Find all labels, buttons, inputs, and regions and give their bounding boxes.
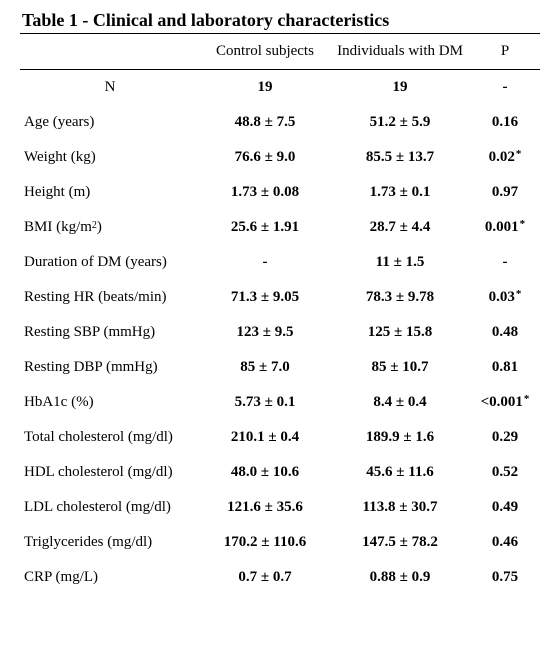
value-dm: 85.5 ± 13.7 xyxy=(330,140,470,175)
table-row: Total cholesterol (mg/dl)210.1 ± 0.4189.… xyxy=(20,420,540,455)
row-label: Duration of DM (years) xyxy=(20,245,200,280)
value-p: <0.001* xyxy=(470,385,540,420)
row-label: Age (years) xyxy=(20,105,200,140)
row-label: LDL cholesterol (mg/dl) xyxy=(20,490,200,525)
value-control: 121.6 ± 35.6 xyxy=(200,490,330,525)
value-control: 210.1 ± 0.4 xyxy=(200,420,330,455)
header-p: P xyxy=(470,34,540,70)
significance-marker: * xyxy=(520,218,526,230)
value-p: 0.49 xyxy=(470,490,540,525)
value-control: 71.3 ± 9.05 xyxy=(200,280,330,315)
value-p: 0.03* xyxy=(470,280,540,315)
value-p: 0.001* xyxy=(470,210,540,245)
value-control: 48.0 ± 10.6 xyxy=(200,455,330,490)
table-row: Height (m)1.73 ± 0.081.73 ± 0.10.97 xyxy=(20,175,540,210)
value-dm: 19 xyxy=(330,70,470,106)
value-dm: 45.6 ± 11.6 xyxy=(330,455,470,490)
row-label: Weight (kg) xyxy=(20,140,200,175)
value-control: 5.73 ± 0.1 xyxy=(200,385,330,420)
row-label: Triglycerides (mg/dl) xyxy=(20,525,200,560)
significance-marker: * xyxy=(516,288,522,300)
value-p: 0.48 xyxy=(470,315,540,350)
value-p: 0.52 xyxy=(470,455,540,490)
table-row: Triglycerides (mg/dl)170.2 ± 110.6147.5 … xyxy=(20,525,540,560)
value-control: - xyxy=(200,245,330,280)
header-dm: Individuals with DM xyxy=(330,34,470,70)
row-label: Resting HR (beats/min) xyxy=(20,280,200,315)
row-label: HDL cholesterol (mg/dl) xyxy=(20,455,200,490)
table-row: CRP (mg/L)0.7 ± 0.70.88 ± 0.90.75 xyxy=(20,560,540,595)
row-label: Resting SBP (mmHg) xyxy=(20,315,200,350)
value-control: 123 ± 9.5 xyxy=(200,315,330,350)
value-p: 0.97 xyxy=(470,175,540,210)
value-dm: 85 ± 10.7 xyxy=(330,350,470,385)
table-row: Weight (kg)76.6 ± 9.085.5 ± 13.70.02* xyxy=(20,140,540,175)
value-p: - xyxy=(470,70,540,106)
value-dm: 78.3 ± 9.78 xyxy=(330,280,470,315)
value-dm: 147.5 ± 78.2 xyxy=(330,525,470,560)
value-dm: 1.73 ± 0.1 xyxy=(330,175,470,210)
value-p: 0.02* xyxy=(470,140,540,175)
value-dm: 11 ± 1.5 xyxy=(330,245,470,280)
value-dm: 8.4 ± 0.4 xyxy=(330,385,470,420)
row-label: Total cholesterol (mg/dl) xyxy=(20,420,200,455)
value-dm: 28.7 ± 4.4 xyxy=(330,210,470,245)
table-row: LDL cholesterol (mg/dl)121.6 ± 35.6113.8… xyxy=(20,490,540,525)
table-row: Resting HR (beats/min)71.3 ± 9.0578.3 ± … xyxy=(20,280,540,315)
value-p: 0.75 xyxy=(470,560,540,595)
clinical-characteristics-table: Control subjects Individuals with DM P N… xyxy=(20,33,540,595)
table-row: N1919- xyxy=(20,70,540,106)
table-row: Resting DBP (mmHg)85 ± 7.085 ± 10.70.81 xyxy=(20,350,540,385)
table-row: Age (years)48.8 ± 7.551.2 ± 5.90.16 xyxy=(20,105,540,140)
value-control: 0.7 ± 0.7 xyxy=(200,560,330,595)
value-dm: 51.2 ± 5.9 xyxy=(330,105,470,140)
row-label: Resting DBP (mmHg) xyxy=(20,350,200,385)
value-control: 19 xyxy=(200,70,330,106)
value-control: 25.6 ± 1.91 xyxy=(200,210,330,245)
row-label: BMI (kg/m2) xyxy=(20,210,200,245)
value-control: 48.8 ± 7.5 xyxy=(200,105,330,140)
table-row: HbA1c (%)5.73 ± 0.18.4 ± 0.4<0.001* xyxy=(20,385,540,420)
table-row: Resting SBP (mmHg)123 ± 9.5125 ± 15.80.4… xyxy=(20,315,540,350)
value-control: 170.2 ± 110.6 xyxy=(200,525,330,560)
header-empty xyxy=(20,34,200,70)
row-label: HbA1c (%) xyxy=(20,385,200,420)
value-dm: 113.8 ± 30.7 xyxy=(330,490,470,525)
value-p: 0.29 xyxy=(470,420,540,455)
value-dm: 0.88 ± 0.9 xyxy=(330,560,470,595)
table-row: HDL cholesterol (mg/dl)48.0 ± 10.645.6 ±… xyxy=(20,455,540,490)
table-title: Table 1 - Clinical and laboratory charac… xyxy=(22,10,535,31)
value-dm: 189.9 ± 1.6 xyxy=(330,420,470,455)
significance-marker: * xyxy=(516,148,522,160)
value-control: 76.6 ± 9.0 xyxy=(200,140,330,175)
table-row: BMI (kg/m2)25.6 ± 1.9128.7 ± 4.40.001* xyxy=(20,210,540,245)
value-dm: 125 ± 15.8 xyxy=(330,315,470,350)
value-control: 85 ± 7.0 xyxy=(200,350,330,385)
value-control: 1.73 ± 0.08 xyxy=(200,175,330,210)
row-label: N xyxy=(20,70,200,106)
table-row: Duration of DM (years)-11 ± 1.5- xyxy=(20,245,540,280)
row-label: CRP (mg/L) xyxy=(20,560,200,595)
row-label: Height (m) xyxy=(20,175,200,210)
table-header-row: Control subjects Individuals with DM P xyxy=(20,34,540,70)
value-p: 0.46 xyxy=(470,525,540,560)
significance-marker: * xyxy=(524,393,530,405)
header-control: Control subjects xyxy=(200,34,330,70)
value-p: 0.16 xyxy=(470,105,540,140)
value-p: 0.81 xyxy=(470,350,540,385)
value-p: - xyxy=(470,245,540,280)
